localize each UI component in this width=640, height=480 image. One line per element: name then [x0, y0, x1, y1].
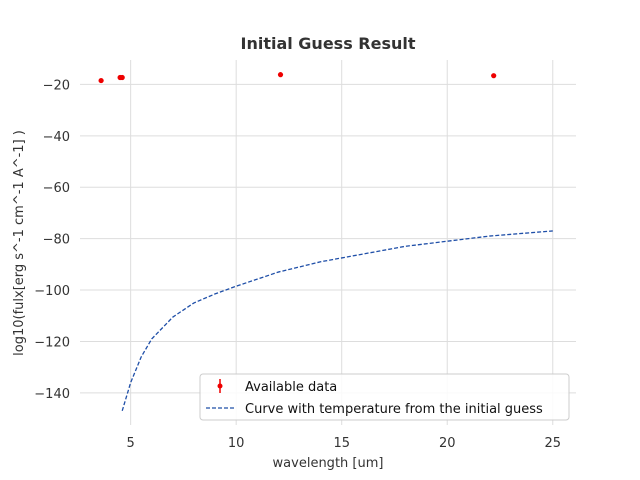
y-tick-label: −40: [43, 130, 70, 145]
x-gridlines: [130, 60, 554, 425]
x-tick-label: 15: [333, 436, 350, 451]
curve-series: [121, 230, 553, 412]
y-tick-label: −80: [43, 233, 70, 248]
y-gridlines: [80, 83, 576, 394]
legend-box: [199, 373, 570, 421]
y-tick-label: −100: [34, 284, 70, 299]
legend-label-curve: Curve with temperature from the initial …: [245, 402, 543, 417]
data-point: [491, 73, 497, 79]
x-tick-label: 10: [228, 436, 245, 451]
data-point: [119, 74, 125, 81]
x-tick-labels: 5 10 15 20 25: [127, 436, 562, 451]
y-tick-label: −120: [34, 335, 70, 350]
y-tick-label: −20: [43, 78, 70, 93]
legend-label-data: Available data: [245, 380, 337, 395]
data-point: [277, 72, 284, 78]
legend-marker-data: [217, 379, 223, 393]
legend: Available data Curve with temperature fr…: [199, 373, 570, 421]
x-tick-label: 5: [127, 436, 135, 451]
y-tick-label: −140: [34, 387, 70, 402]
curve-line: [121, 230, 553, 412]
y-tick-labels: −140 −120 −100 −80 −60 −40 −20: [34, 78, 70, 401]
x-axis-label: wavelength [um]: [273, 456, 384, 471]
data-point: [98, 77, 104, 84]
chart-title: Initial Guess Result: [240, 34, 415, 53]
x-tick-label: 20: [439, 436, 456, 451]
x-tick-label: 25: [545, 436, 562, 451]
y-axis-label: log10(fulx[erg s^-1 cm^-1 A^-1] ): [12, 130, 27, 356]
y-tick-label: −60: [43, 181, 70, 196]
data-series: [98, 72, 497, 84]
